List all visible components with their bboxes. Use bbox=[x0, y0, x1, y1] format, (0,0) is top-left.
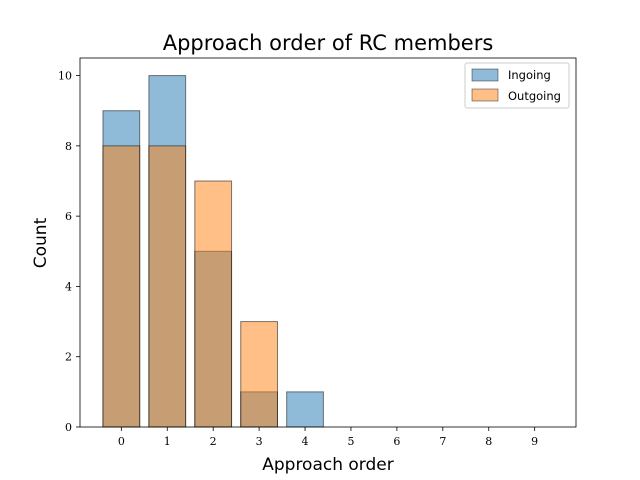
legend-label-outgoing: Outgoing bbox=[508, 89, 561, 103]
x-tick-label-0: 0 bbox=[118, 435, 125, 448]
x-tick-label-4: 4 bbox=[302, 435, 309, 448]
x-tick-label-2: 2 bbox=[210, 435, 217, 448]
ticks-layer: 0 1 2 3 4 5 6 7 8 9 0 2 4 6 8 10 bbox=[58, 70, 538, 448]
x-tick-label-1: 1 bbox=[164, 435, 171, 448]
legend: Ingoing Outgoing bbox=[464, 62, 570, 109]
legend-swatch-outgoing bbox=[471, 88, 499, 102]
bar-ingoing-4 bbox=[286, 391, 324, 428]
x-tick-label-9: 9 bbox=[531, 435, 538, 448]
x-tick-label-3: 3 bbox=[256, 435, 263, 448]
x-tick-label-7: 7 bbox=[439, 435, 446, 448]
x-tick-label-6: 6 bbox=[393, 435, 400, 448]
legend-label-ingoing: Ingoing bbox=[508, 68, 551, 82]
bar-outgoing-3 bbox=[240, 321, 278, 428]
bars-layer bbox=[102, 75, 324, 428]
chart-title: Approach order of RC members bbox=[163, 31, 494, 55]
y-tick-label-2: 2 bbox=[65, 351, 72, 364]
x-axis-label: Approach order bbox=[262, 455, 394, 475]
y-tick-label-10: 10 bbox=[58, 70, 72, 83]
legend-swatch-ingoing bbox=[471, 68, 499, 82]
bar-outgoing-1 bbox=[148, 145, 187, 428]
bar-outgoing-2 bbox=[194, 180, 233, 428]
y-tick-label-6: 6 bbox=[65, 210, 72, 223]
x-tick-label-8: 8 bbox=[485, 435, 492, 448]
y-tick-label-4: 4 bbox=[65, 280, 72, 293]
x-tick-label-5: 5 bbox=[347, 435, 354, 448]
y-tick-label-0: 0 bbox=[65, 421, 72, 434]
y-axis-label: Count bbox=[31, 217, 51, 268]
y-tick-label-8: 8 bbox=[65, 140, 72, 153]
plot-frame bbox=[79, 57, 577, 428]
bar-outgoing-0 bbox=[102, 145, 141, 428]
